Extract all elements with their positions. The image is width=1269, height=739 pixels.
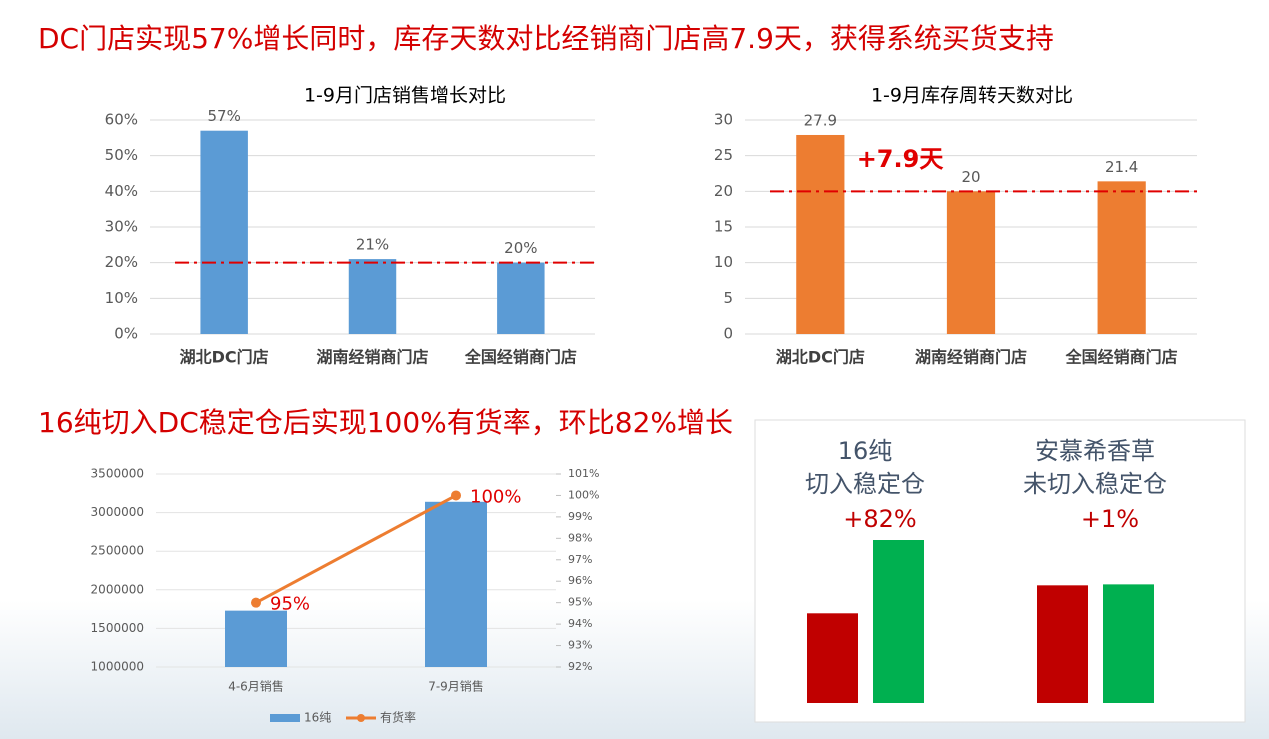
category-label: 16纯: [838, 437, 893, 465]
bar: [946, 191, 996, 334]
bar: [425, 501, 487, 667]
y-tick-label: 1000000: [91, 660, 144, 674]
y-tick-label: 10%: [105, 289, 138, 307]
bar: [796, 134, 845, 334]
data-label: 27.9: [804, 111, 837, 129]
bar: [200, 130, 248, 334]
annotation: +1%: [1081, 505, 1139, 533]
line: [255, 494, 457, 604]
y-tick-label: 15: [714, 218, 733, 236]
data-label: 21.4: [1105, 158, 1138, 176]
y-tick-label: 25: [714, 146, 733, 164]
marker: [451, 490, 461, 501]
annotation: +82%: [843, 505, 916, 533]
y-tick-label: 3000000: [91, 505, 144, 519]
x-tick-label: 4-6月销售: [228, 679, 284, 694]
bar: [873, 540, 924, 703]
legend-swatch: [357, 714, 365, 722]
x-tick-label: 全国经销商门店: [464, 348, 577, 367]
bar: [1097, 181, 1146, 334]
data-label: 20: [961, 168, 980, 186]
legend-label: 有货率: [380, 710, 416, 725]
category-label: 未切入稳定仓: [1023, 470, 1167, 498]
bar: [807, 613, 858, 703]
legend-label: 16纯: [304, 711, 331, 725]
data-label: 21%: [356, 236, 389, 254]
y2-tick-label: 95%: [568, 596, 592, 609]
x-tick-label: 湖南经销商门店: [316, 348, 428, 367]
data-label: 100%: [470, 486, 521, 507]
bar: [497, 262, 545, 334]
data-label: 95%: [270, 594, 310, 615]
x-tick-label: 湖北DC门店: [776, 348, 865, 367]
y-tick-label: 40%: [105, 182, 138, 200]
chart-title: 1-9月库存周转天数对比: [871, 85, 1073, 107]
y-tick-label: 10: [714, 253, 733, 271]
y-tick-label: 0%: [114, 325, 138, 343]
y-tick-label: 20%: [105, 253, 138, 271]
y2-tick-label: 101%: [568, 467, 599, 480]
y-tick-label: 2500000: [91, 544, 144, 558]
y-tick-label: 50%: [105, 146, 138, 164]
headline: DC门店实现57%增长同时，库存天数对比经销商门店高7.9天，获得系统买货支持: [38, 22, 1054, 55]
annotation: +7.9天: [857, 145, 944, 173]
y-tick-label: 5: [723, 289, 733, 307]
y-tick-label: 0: [723, 325, 733, 343]
y-tick-label: 3500000: [91, 467, 144, 481]
category-label: 切入稳定仓: [805, 470, 925, 498]
x-tick-label: 湖北DC门店: [180, 348, 269, 367]
chart-title: 1-9月门店销售增长对比: [304, 85, 506, 107]
y2-tick-label: 97%: [568, 553, 592, 566]
x-tick-label: 全国经销商门店: [1065, 348, 1178, 367]
y2-tick-label: 98%: [568, 531, 592, 544]
y2-tick-label: 99%: [568, 510, 592, 523]
headline: 16纯切入DC稳定仓后实现100%有货率，环比82%增长: [38, 406, 733, 439]
marker: [251, 597, 261, 608]
x-tick-label: 7-9月销售: [428, 679, 484, 694]
y-tick-label: 30: [714, 111, 733, 129]
y-tick-label: 2000000: [91, 582, 144, 596]
legend-swatch: [270, 714, 300, 722]
y-tick-label: 60%: [105, 111, 138, 129]
y2-tick-label: 94%: [568, 617, 592, 630]
y-tick-label: 1500000: [91, 621, 144, 635]
bar: [1103, 584, 1154, 703]
data-label: 20%: [504, 239, 537, 257]
category-label: 安慕希香草: [1035, 437, 1155, 465]
y2-tick-label: 92%: [568, 660, 592, 673]
y2-tick-label: 93%: [568, 639, 592, 652]
x-tick-label: 湖南经销商门店: [915, 348, 1027, 367]
y-tick-label: 20: [714, 182, 733, 200]
data-label: 57%: [207, 107, 240, 125]
bar: [348, 259, 397, 334]
y2-tick-label: 100%: [568, 488, 599, 501]
y2-tick-label: 96%: [568, 574, 592, 587]
y-tick-label: 30%: [105, 218, 138, 236]
bar: [1037, 585, 1088, 703]
bar: [225, 610, 287, 667]
